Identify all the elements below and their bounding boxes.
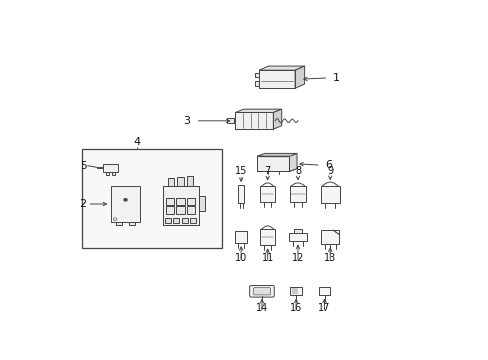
Polygon shape xyxy=(257,156,289,171)
Bar xyxy=(186,176,193,186)
Text: 16: 16 xyxy=(289,303,302,314)
Text: 17: 17 xyxy=(318,303,330,314)
Text: 5: 5 xyxy=(81,161,87,171)
Bar xyxy=(162,186,198,225)
Bar xyxy=(294,229,301,233)
Bar xyxy=(165,198,174,205)
Circle shape xyxy=(124,199,127,201)
Text: 1: 1 xyxy=(332,73,339,83)
Bar xyxy=(288,233,306,242)
Polygon shape xyxy=(259,66,304,70)
Text: 3: 3 xyxy=(183,116,190,126)
Polygon shape xyxy=(295,66,304,88)
Bar xyxy=(189,218,196,223)
Text: 11: 11 xyxy=(261,253,273,263)
Bar xyxy=(321,230,338,244)
Text: 2: 2 xyxy=(79,199,86,209)
Bar xyxy=(176,198,184,205)
Bar xyxy=(176,207,184,214)
Bar xyxy=(111,186,140,222)
Text: 15: 15 xyxy=(234,166,247,176)
Text: 6: 6 xyxy=(324,160,331,170)
Bar xyxy=(164,218,171,223)
Bar xyxy=(177,177,183,186)
Polygon shape xyxy=(259,70,295,88)
Bar xyxy=(181,218,187,223)
Bar xyxy=(290,287,301,296)
Bar xyxy=(129,222,135,225)
Bar xyxy=(289,186,305,202)
Bar xyxy=(105,172,109,175)
Bar xyxy=(186,198,195,205)
Text: 9: 9 xyxy=(326,166,333,176)
Polygon shape xyxy=(289,153,296,171)
Polygon shape xyxy=(257,153,296,156)
Text: 14: 14 xyxy=(255,303,267,314)
Polygon shape xyxy=(273,109,281,129)
FancyBboxPatch shape xyxy=(253,288,270,295)
Polygon shape xyxy=(259,156,292,158)
Bar xyxy=(165,207,174,214)
Bar xyxy=(103,164,117,172)
Bar xyxy=(260,229,274,245)
Bar xyxy=(116,222,122,225)
Bar xyxy=(186,207,195,214)
FancyBboxPatch shape xyxy=(249,285,274,297)
Text: 12: 12 xyxy=(291,253,304,263)
Polygon shape xyxy=(332,230,338,234)
Bar xyxy=(260,186,274,202)
Bar xyxy=(254,81,259,86)
Bar xyxy=(226,118,233,123)
Bar xyxy=(254,73,259,77)
Bar xyxy=(320,186,339,203)
Text: 13: 13 xyxy=(324,253,336,263)
Bar xyxy=(82,149,222,248)
Polygon shape xyxy=(235,112,273,129)
Polygon shape xyxy=(235,109,281,112)
Bar xyxy=(235,231,246,243)
Text: 4: 4 xyxy=(133,137,140,147)
Bar xyxy=(112,172,115,175)
Bar xyxy=(318,287,329,296)
Bar xyxy=(167,178,174,186)
Bar xyxy=(238,185,244,203)
Polygon shape xyxy=(257,168,296,171)
Bar xyxy=(162,186,198,225)
Text: 10: 10 xyxy=(235,253,247,263)
Bar xyxy=(173,218,179,223)
Text: 7: 7 xyxy=(264,166,270,176)
Text: 8: 8 xyxy=(294,166,301,176)
Bar xyxy=(198,196,205,211)
